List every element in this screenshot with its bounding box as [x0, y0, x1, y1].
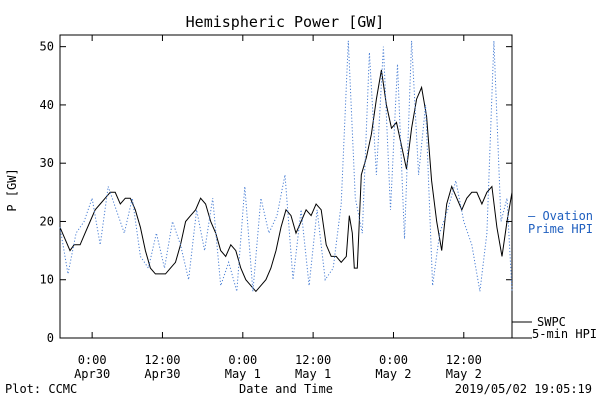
x-tick-label-date: Apr30	[144, 367, 180, 381]
footer-timestamp: 2019/05/02 19:05:19	[455, 382, 592, 396]
x-tick-label-date: May 2	[375, 367, 411, 381]
legend-swpc-line1: SWPC	[537, 315, 566, 329]
x-tick-label-date: Apr30	[74, 367, 110, 381]
y-tick-label: 0	[47, 331, 54, 345]
x-tick-label-date: May 1	[225, 367, 261, 381]
plot-frame	[59, 34, 513, 339]
x-tick-label-time: 12:00	[446, 353, 482, 367]
x-tick-label-date: May 1	[295, 367, 331, 381]
chart-title: Hemispheric Power [GW]	[186, 13, 385, 31]
x-tick-label-time: 0:00	[78, 353, 107, 367]
legend-swpc-line2: 5-min HPI	[532, 327, 597, 341]
y-tick-label: 50	[40, 40, 54, 54]
y-tick-label: 30	[40, 156, 54, 170]
y-axis: 0 10 20 30 40 50	[40, 40, 512, 345]
y-tick-label: 20	[40, 214, 54, 228]
x-tick-label-time: 12:00	[144, 353, 180, 367]
legend-ovation-line1: – Ovation	[528, 209, 593, 223]
y-tick-label: 40	[40, 98, 54, 112]
x-tick-label-time: 0:00	[228, 353, 257, 367]
x-axis-label: Date and Time	[239, 382, 333, 396]
series-group	[59, 40, 513, 293]
x-tick-label-time: 12:00	[295, 353, 331, 367]
x-tick-label-time: 0:00	[379, 353, 408, 367]
series-line-swpc	[59, 69, 513, 293]
y-tick-label: 10	[40, 273, 54, 287]
footer-plot-source: Plot: CCMC	[5, 382, 77, 396]
x-tick-label-date: May 2	[446, 367, 482, 381]
legend-ovation-line2: Prime HPI	[528, 222, 593, 236]
y-axis-label: P [GW]	[5, 168, 19, 211]
series-line-ovation	[59, 40, 513, 292]
